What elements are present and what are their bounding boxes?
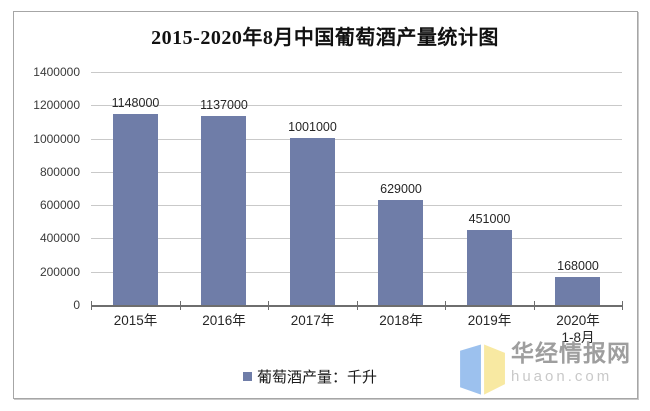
bar [378, 200, 424, 305]
x-axis-label: 2015年 [113, 313, 158, 328]
legend: 葡萄酒产量：千升 [243, 367, 378, 386]
x-axis-label: 2020年 1-8月 [556, 313, 600, 345]
y-axis-label: 800000 [39, 164, 80, 179]
x-axis-label: 2019年 [467, 313, 512, 328]
gridline [91, 238, 622, 240]
watermark: 华经情报网 huaon.com [458, 340, 631, 395]
x-axis-label: 2017年 [290, 313, 335, 328]
bar [555, 277, 601, 305]
bar-value-label: 1001000 [288, 120, 337, 135]
x-axis-label: 2018年 [379, 313, 423, 328]
gridline [91, 171, 622, 173]
legend-label: 葡萄酒产量：千升 [257, 368, 378, 386]
watermark-text: 华经情报网 huaon.com [511, 340, 631, 386]
x-axis-tick [622, 301, 623, 310]
y-axis-label: 600000 [39, 198, 80, 213]
gridline [91, 138, 622, 140]
bar-value-label: 1148000 [111, 95, 160, 110]
open-book-flag-icon [460, 344, 505, 395]
watermark-site-url: huaon.com [511, 368, 613, 385]
y-axis-label: 1400000 [33, 65, 80, 79]
bar [289, 138, 335, 305]
bar-value-label: 629000 [380, 182, 422, 197]
y-axis-label: 0 [73, 298, 80, 312]
bar-value-label: 168000 [557, 259, 599, 273]
bar [201, 115, 247, 305]
bar-value-label: 1137000 [200, 97, 248, 112]
y-axis-label: 1200000 [33, 98, 80, 113]
gridline [91, 205, 622, 207]
y-axis-label: 1000000 [33, 131, 80, 146]
x-axis-line [91, 305, 622, 307]
y-axis-label: 200000 [39, 264, 80, 279]
gridline [91, 72, 622, 73]
bar [466, 229, 512, 305]
y-axis-label: 400000 [39, 231, 80, 246]
x-axis-label: 2016年 [202, 313, 246, 328]
watermark-site-name: 华经情报网 [511, 340, 631, 366]
bar [112, 113, 158, 305]
chart-title: 2015-2020年8月中国葡萄酒产量统计图 [151, 27, 499, 49]
gridline [91, 105, 622, 107]
bar-value-label: 451000 [468, 211, 511, 226]
gridline [91, 271, 622, 273]
legend-swatch-icon [243, 372, 252, 381]
